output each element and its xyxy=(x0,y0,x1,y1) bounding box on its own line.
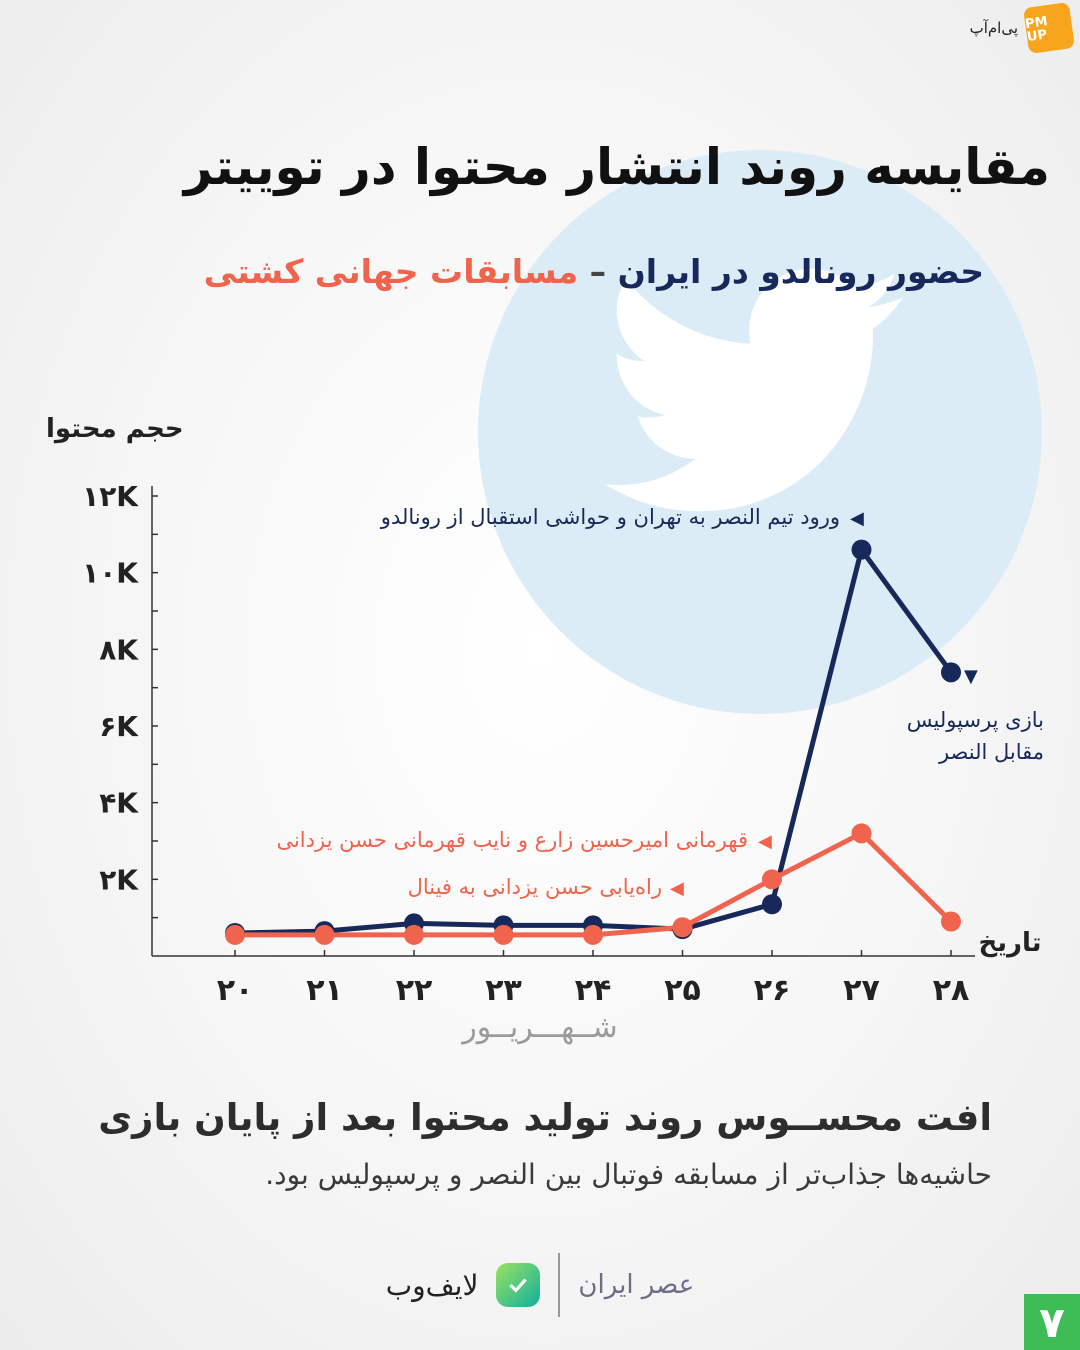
subtitle-separator: – xyxy=(589,252,607,291)
data-point-ronaldo xyxy=(762,894,782,915)
publisher-name: پی‌ام‌آپ xyxy=(969,19,1018,37)
y-tick-label: ۱۲K xyxy=(82,480,139,513)
month-label: شــهـــریــور xyxy=(462,1010,618,1045)
data-point-wrestling xyxy=(314,924,335,945)
page-title: مقایسه روند انتشار محتوا در توییتر xyxy=(183,138,1050,196)
data-point-wrestling xyxy=(941,911,961,932)
publisher-logo: پی‌ام‌آپ PM UP xyxy=(969,2,1075,54)
data-point-wrestling xyxy=(225,924,245,945)
y-tick-label: ۱۰K xyxy=(82,557,139,590)
chart-series xyxy=(225,539,961,945)
annotation-pointer-icon: ◀ xyxy=(850,508,864,529)
conclusion-body: حاشیه‌ها جذاب‌تر از مسابقه فوتبال بین ال… xyxy=(265,1158,992,1191)
annotation-pointer-icon: ◀ xyxy=(758,831,772,852)
y-tick-label: ۲K xyxy=(99,863,139,896)
data-point-wrestling xyxy=(404,924,424,945)
lifeweb-logo-text: لایف‌وب xyxy=(385,1268,479,1302)
y-tick-label: ۶K xyxy=(99,710,139,743)
x-tick-label: ۲۶ xyxy=(754,973,791,1008)
asriran-logo: عصر ایران xyxy=(578,1270,695,1300)
data-point-wrestling xyxy=(851,823,872,844)
twitter-bird-icon xyxy=(604,268,903,512)
annotation-pointer-icon: ◀ xyxy=(670,878,684,899)
series-a-name: حضور رونالدو در ایران xyxy=(617,252,984,291)
x-tick-label: ۲۵ xyxy=(664,973,701,1008)
data-point-wrestling xyxy=(762,869,782,890)
x-tick-label: ۲۴ xyxy=(575,973,612,1008)
x-axis-label: تاریخ xyxy=(978,928,1042,958)
x-tick-label: ۲۰ xyxy=(217,973,254,1008)
footer-divider xyxy=(558,1253,561,1317)
page-number: ۷ xyxy=(1024,1294,1080,1350)
annotation-persepolis-match: بازی پرسپولیس مقابل النصر xyxy=(906,708,1044,764)
lifeweb-logo-icon xyxy=(496,1263,541,1307)
footer-logos: لایف‌وب عصر ایران xyxy=(0,1252,1080,1318)
annotation-alnassr-arrival: ورود تیم النصر به تهران و حواشی استقبال … xyxy=(380,505,840,529)
y-tick-label: ۴K xyxy=(99,787,139,820)
data-point-ronaldo xyxy=(941,662,961,683)
data-point-wrestling xyxy=(583,924,603,945)
data-point-ronaldo xyxy=(851,539,872,560)
data-point-wrestling xyxy=(672,917,693,938)
data-point-wrestling xyxy=(493,924,514,945)
y-tick-label: ۸K xyxy=(99,633,139,666)
annotation-pointer-icon: ▼ xyxy=(964,666,978,687)
chart-axes: ۲K ۴K ۶K ۸K ۱۰K ۱۲K ۲۰ ۲۱ ۲۲ ۲۳ ۲۴ ۲۵ ۲۶ ۲۷ ۲۸ xyxy=(82,480,975,1008)
annotation-zare-championship: قهرمانی امیرحسین زارع و نایب قهرمانی حسن… xyxy=(276,828,748,852)
series-b-name: مسابقات جهانی کشتی xyxy=(203,252,579,291)
x-tick-label: ۲۷ xyxy=(843,973,880,1008)
x-tick-label: ۲۲ xyxy=(396,973,433,1008)
x-tick-label: ۲۱ xyxy=(306,973,343,1008)
chart-subtitle: حضور رونالدو در ایران – مسابقات جهانی کش… xyxy=(60,252,984,291)
conclusion-title: افت محســوس روند تولید محتوا بعد از پایا… xyxy=(98,1096,992,1139)
x-tick-label: ۲۳ xyxy=(485,973,522,1008)
x-tick-label: ۲۸ xyxy=(933,973,970,1008)
y-axis-label: حجم محتوا xyxy=(46,414,184,444)
annotation-yazdani-final: راه‌یابی حسن یزدانی به فینال xyxy=(407,875,662,899)
